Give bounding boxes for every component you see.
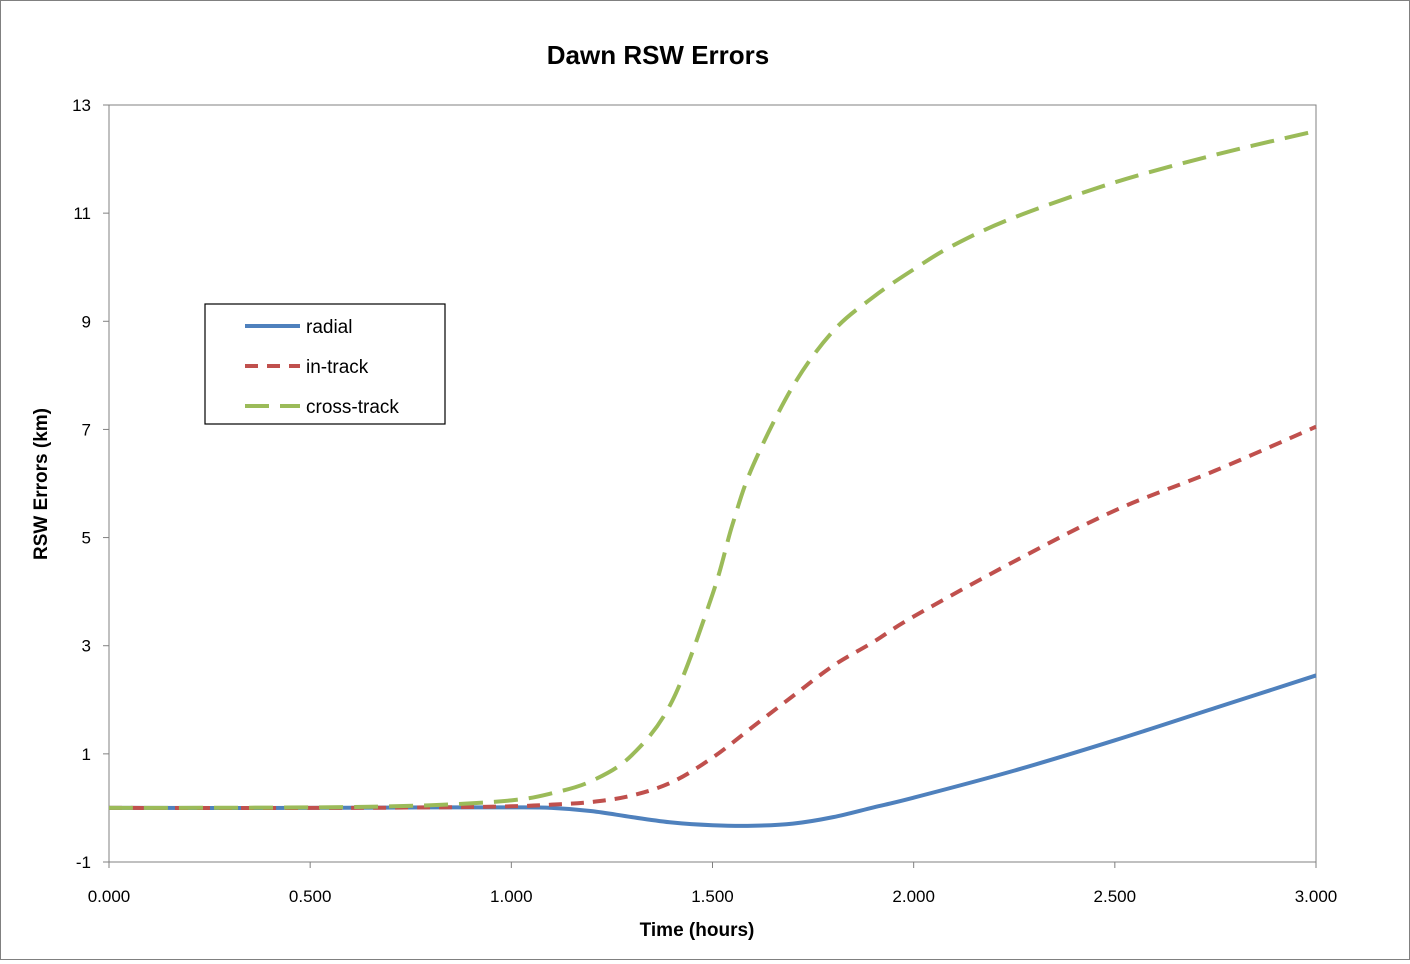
plot-area: [108, 104, 1317, 863]
y-tick-label: -1: [76, 853, 91, 872]
x-tick-label: 1.500: [691, 887, 734, 906]
series-layer: [108, 129, 1317, 828]
x-tick-label: 1.000: [490, 887, 533, 906]
x-tick-label: 3.000: [1295, 887, 1338, 906]
chart-title: Dawn RSW Errors: [547, 40, 770, 70]
y-tick-label: 1: [82, 745, 91, 764]
x-axis-ticks: 0.000 0.500 1.000 1.500 2.000 2.500 3.000: [88, 862, 1338, 906]
legend-label: in-track: [306, 357, 369, 378]
x-tick-label: 2.000: [892, 887, 935, 906]
y-tick-label: 3: [82, 637, 91, 656]
legend-label: radial: [306, 317, 352, 338]
y-tick-label: 7: [82, 420, 91, 439]
y-axis-title: RSW Errors (km): [31, 408, 52, 560]
y-tick-label: 9: [82, 312, 91, 331]
legend-label: cross-track: [306, 397, 399, 418]
series-line-cross-track: [108, 129, 1317, 810]
y-tick-label: 5: [82, 529, 91, 548]
y-tick-label: 11: [73, 204, 91, 223]
y-tick-label: 13: [72, 96, 91, 115]
legend: radial in-track cross-track: [204, 303, 446, 425]
x-tick-label: 2.500: [1094, 887, 1137, 906]
x-tick-label: 0.000: [88, 887, 131, 906]
x-tick-label: 0.500: [289, 887, 332, 906]
x-axis-title: Time (hours): [640, 920, 755, 941]
series-line-in-track: [108, 424, 1317, 810]
